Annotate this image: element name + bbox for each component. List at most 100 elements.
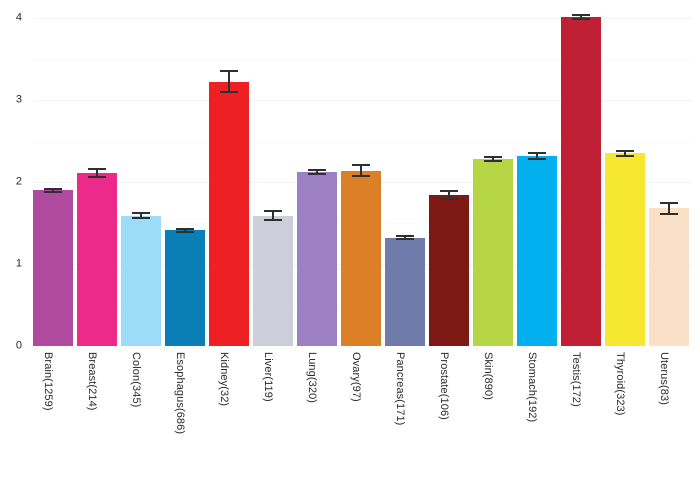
error-bar-cap-bottom bbox=[176, 230, 194, 233]
bar[interactable] bbox=[561, 17, 601, 346]
bar[interactable] bbox=[297, 172, 337, 346]
error-bar-cap-top bbox=[572, 13, 590, 16]
x-tick: Liver(119) bbox=[253, 352, 293, 478]
error-bar-cap-bottom bbox=[660, 212, 678, 215]
x-tick: Brain(1259) bbox=[33, 352, 73, 478]
bar[interactable] bbox=[33, 190, 73, 346]
x-tick: Lung(320) bbox=[297, 352, 337, 478]
x-tick-label: Testis(172) bbox=[570, 352, 582, 407]
error-bar-cap-bottom bbox=[528, 157, 546, 160]
y-tick-label: 1 bbox=[15, 257, 22, 270]
error-bar-cap-top bbox=[352, 163, 370, 166]
error-bar-cap-top bbox=[88, 168, 106, 171]
error-bar-cap-top bbox=[528, 151, 546, 154]
y-tick-label: 4 bbox=[15, 11, 22, 24]
x-tick-label: Stomach(192) bbox=[526, 352, 538, 423]
gridline-major bbox=[33, 100, 693, 101]
bar[interactable] bbox=[473, 159, 513, 346]
error-bar-cap-bottom bbox=[308, 173, 326, 176]
error-bar-cap-top bbox=[132, 212, 150, 215]
bar-group[interactable] bbox=[253, 18, 293, 346]
bar-group[interactable] bbox=[473, 18, 513, 346]
bar[interactable] bbox=[605, 153, 645, 346]
x-tick-label: Pancreas(171) bbox=[394, 352, 406, 426]
bar[interactable] bbox=[253, 215, 293, 346]
error-bar-stem bbox=[52, 187, 54, 193]
x-axis-baseline bbox=[33, 346, 693, 347]
bar[interactable] bbox=[341, 170, 381, 346]
bar-group[interactable] bbox=[297, 18, 337, 346]
bar[interactable] bbox=[517, 155, 557, 346]
x-tick: Prostate(106) bbox=[429, 352, 469, 478]
error-bar-cap-bottom bbox=[44, 190, 62, 193]
bar[interactable] bbox=[209, 81, 249, 346]
bar-group[interactable] bbox=[77, 18, 117, 346]
x-axis: Brain(1259) Breast(214) Colon(345) Esophagu… bbox=[33, 352, 693, 480]
error-bar-cap-bottom bbox=[352, 175, 370, 178]
x-tick-label: Ovary(97) bbox=[350, 352, 362, 402]
x-tick-label: Liver(119) bbox=[262, 352, 274, 402]
bar-group[interactable] bbox=[605, 18, 645, 346]
x-tick: Uterus(83) bbox=[649, 352, 689, 478]
error-bar-cap-bottom bbox=[484, 160, 502, 163]
bar[interactable] bbox=[649, 208, 689, 346]
error-bar-cap-bottom bbox=[396, 238, 414, 241]
error-bar-cap-top bbox=[440, 190, 458, 193]
bar-group[interactable] bbox=[429, 18, 469, 346]
x-tick-label: Breast(214) bbox=[86, 352, 98, 411]
error-bar-stem bbox=[492, 155, 494, 163]
bar-group[interactable] bbox=[209, 18, 249, 346]
plot-area bbox=[33, 13, 693, 346]
y-tick-label: 3 bbox=[15, 93, 22, 106]
bar-group[interactable] bbox=[517, 18, 557, 346]
error-bar-cap-top bbox=[220, 70, 238, 73]
error-bar-stem bbox=[404, 235, 406, 241]
error-bar-cap-top bbox=[44, 187, 62, 190]
error-bar-cap-top bbox=[176, 227, 194, 230]
error-bar-cap-bottom bbox=[616, 154, 634, 157]
error-bar-cap-top bbox=[264, 209, 282, 212]
bar[interactable] bbox=[429, 195, 469, 346]
error-bar-cap-bottom bbox=[132, 216, 150, 219]
bar-group[interactable] bbox=[165, 18, 205, 346]
bar-group[interactable] bbox=[561, 13, 601, 346]
x-tick: Esophagus(686) bbox=[165, 352, 205, 478]
error-bar-cap-top bbox=[616, 150, 634, 153]
bar-group[interactable] bbox=[649, 18, 689, 346]
error-bar-stem bbox=[184, 227, 186, 233]
error-bar-stem bbox=[272, 209, 274, 222]
error-bar-cap-bottom bbox=[572, 18, 590, 21]
bar-group[interactable] bbox=[121, 18, 161, 346]
x-tick: Testis(172) bbox=[561, 352, 601, 478]
x-tick: Skin(890) bbox=[473, 352, 513, 478]
bar[interactable] bbox=[77, 172, 117, 346]
x-tick: Stomach(192) bbox=[517, 352, 557, 478]
gridline-major bbox=[33, 18, 693, 19]
bar[interactable] bbox=[121, 215, 161, 346]
bar-group[interactable] bbox=[385, 18, 425, 346]
error-bar-stem bbox=[580, 13, 582, 21]
error-bar-stem bbox=[624, 150, 626, 157]
error-bar-cap-bottom bbox=[88, 175, 106, 178]
x-tick: Colon(345) bbox=[121, 352, 161, 478]
error-bar-cap-top bbox=[308, 168, 326, 171]
error-bar-stem bbox=[96, 168, 98, 178]
error-bar-cap-bottom bbox=[264, 219, 282, 222]
bar-group[interactable] bbox=[341, 18, 381, 346]
error-bar-stem bbox=[316, 168, 318, 176]
bar[interactable] bbox=[385, 237, 425, 346]
x-tick-label: Brain(1259) bbox=[42, 352, 54, 411]
x-tick-label: Prostate(106) bbox=[438, 352, 450, 420]
gridline-minor bbox=[33, 141, 693, 142]
bar-group[interactable] bbox=[33, 18, 73, 346]
x-tick-label: Esophagus(686) bbox=[174, 352, 186, 435]
x-tick-label: Lung(320) bbox=[306, 352, 318, 404]
gridline-minor bbox=[33, 59, 693, 60]
x-tick: Ovary(97) bbox=[341, 352, 381, 478]
x-tick-label: Uterus(83) bbox=[658, 352, 670, 405]
error-bar-cap-top bbox=[396, 235, 414, 238]
bar[interactable] bbox=[165, 230, 205, 346]
x-tick-label: Skin(890) bbox=[482, 352, 494, 400]
y-tick-label: 0 bbox=[15, 339, 22, 352]
